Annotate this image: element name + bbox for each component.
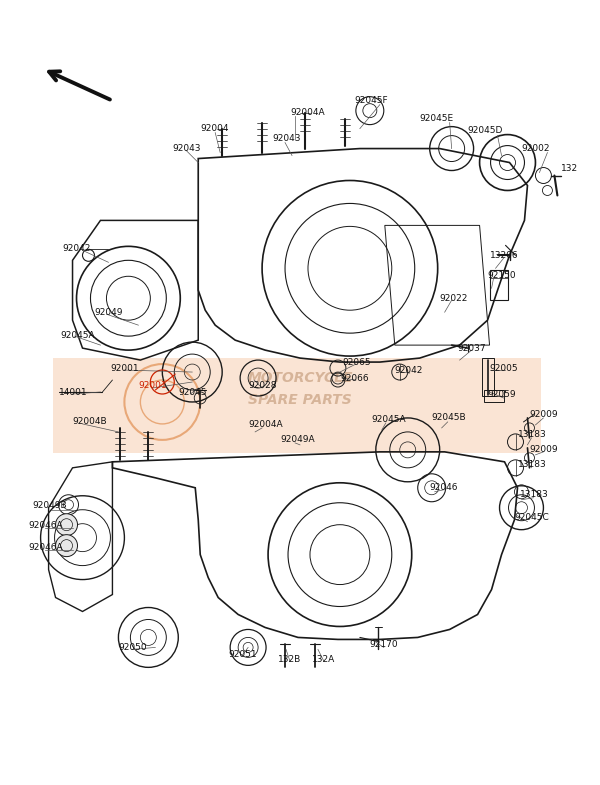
Bar [482, 358, 494, 396]
Text: 13183: 13183 [517, 430, 546, 440]
Text: 92049A: 92049A [280, 436, 314, 444]
Text: 92009: 92009 [529, 445, 558, 455]
Text: 92028: 92028 [248, 381, 277, 389]
Text: 14001: 14001 [59, 388, 87, 396]
Text: 92046: 92046 [430, 484, 458, 492]
Text: 92045E: 92045E [420, 114, 454, 123]
Text: SPARE PARTS: SPARE PARTS [248, 393, 352, 407]
Text: 13206: 13206 [490, 251, 518, 260]
Text: MOTORCYCLE: MOTORCYCLE [247, 371, 353, 385]
Text: 13183: 13183 [517, 460, 546, 469]
Text: 132B: 132B [278, 655, 301, 664]
Text: 92170: 92170 [370, 640, 398, 649]
Text: 92046A: 92046A [29, 543, 63, 552]
Text: 92049: 92049 [94, 308, 123, 316]
Circle shape [56, 513, 77, 535]
Text: 92046A: 92046A [29, 521, 63, 530]
Text: 92045D: 92045D [467, 126, 503, 135]
Text: 92042: 92042 [395, 366, 423, 374]
Bar [484, 390, 503, 402]
Text: 92050: 92050 [118, 643, 147, 652]
Text: 132: 132 [562, 164, 578, 173]
Text: 92066: 92066 [340, 374, 368, 382]
Text: 92049B: 92049B [32, 502, 67, 510]
Text: 92004: 92004 [200, 124, 229, 133]
Text: 92150: 92150 [488, 271, 516, 279]
Text: 92045B: 92045B [431, 414, 466, 422]
Text: 92043: 92043 [172, 144, 201, 153]
Text: 92045A: 92045A [372, 415, 406, 425]
Text: 92059: 92059 [488, 390, 516, 400]
Text: 92051: 92051 [228, 650, 257, 659]
Text: 92004A: 92004A [290, 108, 325, 117]
Text: 92001: 92001 [110, 363, 139, 373]
Text: 92022: 92022 [440, 294, 468, 303]
Text: 92004B: 92004B [73, 418, 107, 426]
Text: 92045: 92045 [178, 388, 207, 396]
Bar [490, 270, 508, 300]
Circle shape [56, 535, 77, 557]
Text: 92037: 92037 [458, 344, 486, 352]
Text: 92045A: 92045A [61, 330, 95, 340]
Text: 92042: 92042 [62, 244, 91, 253]
Text: 92045F: 92045F [355, 97, 388, 105]
FancyBboxPatch shape [53, 358, 541, 453]
Text: 132A: 132A [312, 655, 335, 664]
Text: 92001: 92001 [139, 381, 167, 389]
Text: 92004A: 92004A [248, 421, 283, 429]
Text: 92005: 92005 [490, 363, 518, 373]
Text: 92045C: 92045C [515, 513, 549, 522]
Text: 92002: 92002 [521, 144, 550, 153]
Text: 13183: 13183 [520, 491, 548, 499]
Text: 92043: 92043 [272, 134, 301, 143]
Text: 92065: 92065 [342, 358, 371, 367]
Text: 92009: 92009 [529, 411, 558, 419]
